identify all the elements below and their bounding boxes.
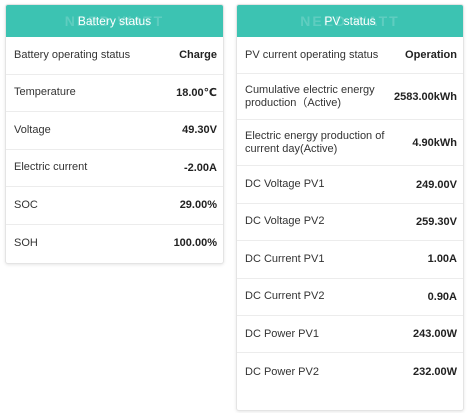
- row-label: DC Power PV1: [245, 327, 319, 340]
- pv-status-title: PV status: [324, 14, 376, 28]
- pv-row-operating-status: PV current operating status Operation: [237, 37, 463, 75]
- row-label: DC Current PV1: [245, 252, 325, 265]
- row-value: 4.90kWh: [412, 136, 457, 149]
- row-label: DC Power PV2: [245, 365, 319, 378]
- pv-row-daily-energy: Electric energy production of current da…: [237, 120, 463, 167]
- row-label: DC Voltage PV2: [245, 215, 325, 228]
- row-value: 259.30V: [416, 215, 457, 228]
- row-value: 0.90A: [427, 290, 457, 303]
- row-value: 18.00℃: [176, 87, 217, 100]
- row-value: Charge: [179, 49, 217, 62]
- row-value: 1.00A: [427, 253, 457, 266]
- battery-row-soc: SOC 29.00%: [6, 187, 223, 225]
- pv-status-header: NEED WATT PV status: [237, 5, 463, 37]
- pv-status-list: PV current operating status Operation Cu…: [237, 37, 463, 391]
- row-label: Electric current: [14, 161, 88, 174]
- row-label: DC Voltage PV1: [245, 178, 325, 191]
- row-value: 2583.00kWh: [394, 90, 457, 103]
- row-value: 29.00%: [179, 199, 217, 212]
- row-label: DC Current PV2: [245, 290, 325, 303]
- battery-row-electric-current: Electric current -2.00A: [6, 150, 223, 187]
- row-value: 232.00W: [412, 366, 457, 379]
- battery-status-card: NEED WATT Battery status Battery operati…: [5, 4, 224, 264]
- row-value: Operation: [405, 49, 457, 62]
- pv-row-dc-power-pv2: DC Power PV2 232.00W: [237, 353, 463, 390]
- row-label: PV current operating status: [245, 48, 379, 61]
- battery-row-operating-status: Battery operating status Charge: [6, 37, 223, 75]
- battery-status-title: Battery status: [77, 14, 152, 28]
- row-label: Cumulative electric energy production（Ac…: [245, 83, 375, 109]
- pv-status-card: NEED WATT PV status PV current operating…: [236, 4, 464, 411]
- pv-row-dc-power-pv1: DC Power PV1 243.00W: [237, 316, 463, 354]
- pv-row-dc-current-pv1: DC Current PV1 1.00A: [237, 241, 463, 279]
- pv-row-dc-voltage-pv1: DC Voltage PV1 249.00V: [237, 166, 463, 204]
- row-value: 49.30V: [182, 124, 217, 137]
- battery-row-voltage: Voltage 49.30V: [6, 112, 223, 150]
- row-value: -2.00A: [183, 161, 217, 174]
- row-label: Electric energy production of current da…: [245, 129, 385, 155]
- row-value: 100.00%: [173, 237, 217, 250]
- pv-row-dc-current-pv2: DC Current PV2 0.90A: [237, 279, 463, 316]
- row-label: Temperature: [14, 86, 76, 99]
- battery-row-soh: SOH 100.00%: [6, 225, 223, 263]
- row-label: SOH: [14, 236, 38, 249]
- row-label: Voltage: [14, 123, 51, 136]
- battery-row-temperature: Temperature 18.00℃: [6, 75, 223, 112]
- pv-row-cumulative-energy: Cumulative electric energy production（Ac…: [237, 74, 463, 121]
- battery-status-header: NEED WATT Battery status: [6, 5, 223, 37]
- pv-row-dc-voltage-pv2: DC Voltage PV2 259.30V: [237, 204, 463, 242]
- row-label: SOC: [14, 198, 38, 211]
- row-value: 249.00V: [416, 178, 457, 191]
- row-label: Battery operating status: [14, 48, 131, 61]
- battery-status-list: Battery operating status Charge Temperat…: [6, 37, 223, 262]
- row-value: 243.00W: [412, 328, 457, 341]
